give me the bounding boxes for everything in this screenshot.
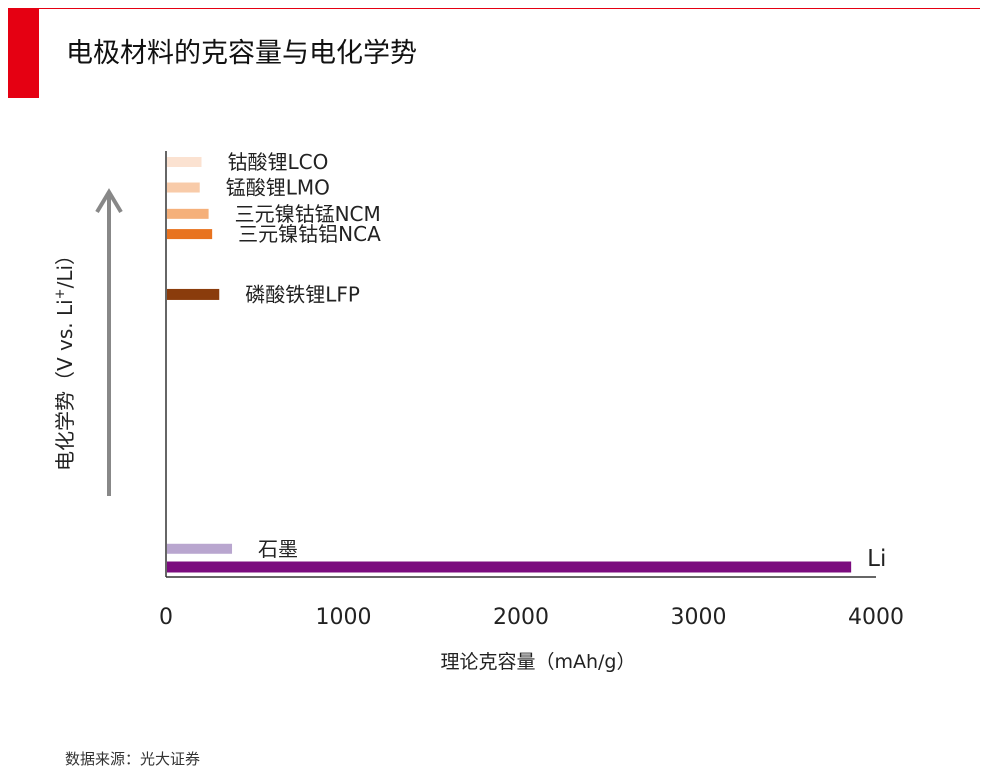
bar-6 [167,543,233,554]
title-accent-block [8,8,39,98]
page-title: 电极材料的克容量与电化学势 [66,38,417,69]
header-rule [39,8,980,9]
bar-label-7: Li [867,546,886,572]
x-tick-label-3: 3000 [671,605,727,630]
bar-label-1: 钴酸锂LCO [228,150,329,174]
x-tick-label-2: 2000 [493,605,549,630]
x-tick-label-0: 0 [159,605,173,630]
bar-label-2: 锰酸锂LMO [226,176,330,200]
source-note: 数据来源：光大证券 [65,750,201,768]
x-tick-label-1: 1000 [316,605,372,630]
bar-label-3: 三元镍钴锰NCM [235,202,381,226]
bar-label-5: 磷酸铁锂LFP [245,282,360,306]
y-axis-label: 电化学势（V vs. Li+/Li） [53,245,77,471]
x-tick-label-4: 4000 [848,605,904,630]
bar-4 [167,229,213,240]
x-tick-labels: 0 1000 2000 3000 4000 [159,605,904,630]
bar-7 [167,561,852,573]
bar-5 [167,288,220,300]
potential-arrowhead [95,188,123,214]
bar-label-6: 石墨 [258,537,298,561]
bar-3 [167,208,209,219]
bar-2 [167,182,200,193]
x-axis-label: 理论克容量（mAh/g） [440,651,635,673]
bar-label-4: 三元镍钴铝NCA [238,222,381,246]
bar-1 [167,157,202,167]
